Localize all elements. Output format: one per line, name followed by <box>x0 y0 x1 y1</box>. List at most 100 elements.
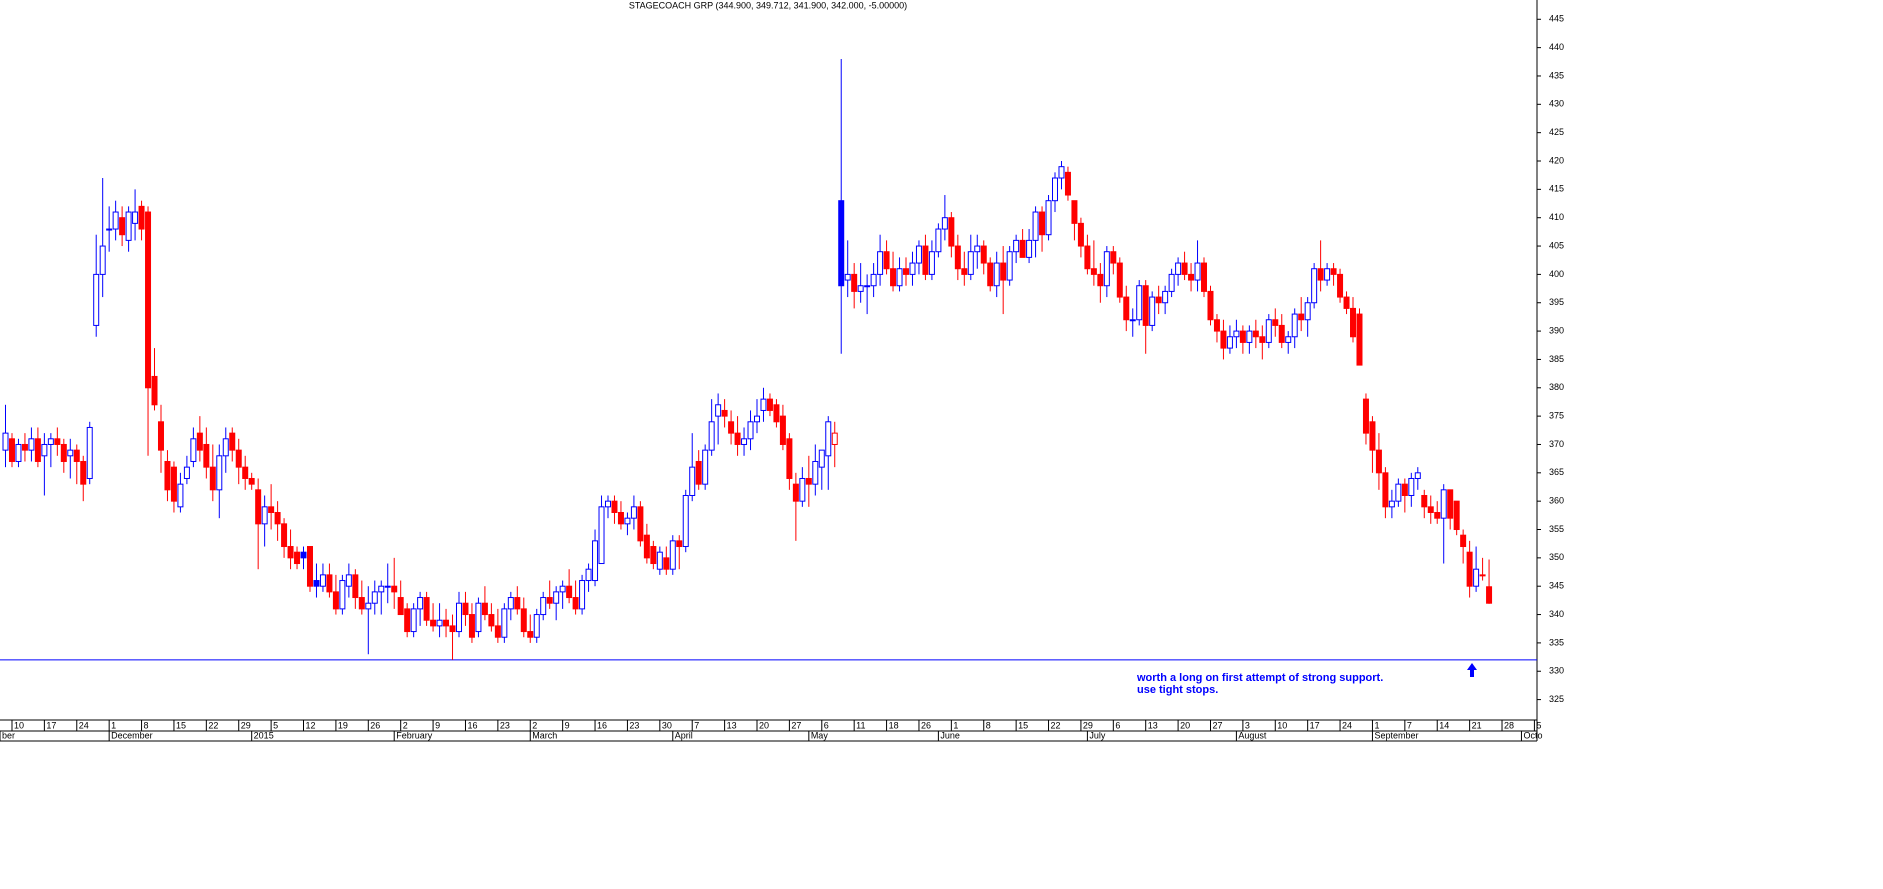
x-tick-label: 17 <box>1310 720 1320 730</box>
candle-body <box>1123 296 1130 321</box>
candle-body <box>533 614 540 638</box>
candle-body <box>514 597 521 610</box>
candle-body <box>410 608 417 633</box>
candle-body <box>799 477 806 502</box>
candle-body <box>1052 177 1059 202</box>
candle-body <box>1343 296 1350 309</box>
candle-body <box>676 540 683 548</box>
candle-body <box>15 443 22 462</box>
x-tick-label: 8 <box>986 720 991 730</box>
candle-body <box>73 449 80 462</box>
y-tick-label: 335 <box>1549 637 1564 647</box>
y-tick-label: 385 <box>1549 354 1564 364</box>
x-tick-label: 16 <box>597 720 607 730</box>
candle-body <box>326 574 333 593</box>
candle-body <box>747 421 754 440</box>
candle-body <box>488 614 495 627</box>
candle-body <box>112 211 119 230</box>
candle-body <box>21 443 28 451</box>
candle-body <box>384 585 391 588</box>
candle-body <box>274 512 281 525</box>
month-label: May <box>811 730 829 740</box>
candle-body <box>786 438 793 479</box>
candle-body <box>86 426 93 479</box>
candle-body <box>617 512 624 525</box>
candle-body <box>345 574 352 587</box>
candle-body <box>1356 313 1363 366</box>
y-tick-label: 420 <box>1549 155 1564 165</box>
candle-body <box>1045 200 1052 236</box>
candle-body <box>54 438 61 445</box>
candle-body <box>430 619 437 627</box>
candle-body <box>190 438 197 462</box>
candle-body <box>941 217 948 230</box>
candle-body <box>332 591 339 610</box>
candle-body <box>1252 330 1259 338</box>
candle-body <box>637 506 644 542</box>
x-tick-label: 19 <box>338 720 348 730</box>
x-tick-label: 9 <box>565 720 570 730</box>
month-label: September <box>1374 730 1418 740</box>
candle-body <box>766 398 773 411</box>
candle-body <box>397 597 404 616</box>
x-tick-label: 2 <box>403 720 408 730</box>
candle-body <box>857 285 864 292</box>
y-tick-label: 405 <box>1549 240 1564 250</box>
candle-body <box>527 631 534 638</box>
candle-body <box>779 415 786 445</box>
candle-body <box>248 477 255 485</box>
x-tick-label: 1 <box>1374 720 1379 730</box>
candle-body <box>682 494 689 548</box>
candle-body <box>702 449 709 485</box>
candle-body <box>138 205 145 230</box>
candle-body <box>468 614 475 638</box>
candle-body <box>1434 512 1441 519</box>
month-label: July <box>1089 730 1106 740</box>
candle-body <box>1311 268 1318 304</box>
candle-body <box>358 597 365 610</box>
candle-body <box>1291 313 1298 338</box>
candle-body <box>1097 273 1104 287</box>
candle-body <box>1421 494 1428 508</box>
candle-body <box>1039 211 1046 236</box>
candle-body <box>1272 319 1279 326</box>
y-tick-label: 350 <box>1549 552 1564 562</box>
candle-body <box>41 443 48 457</box>
candle-body <box>611 500 618 514</box>
candle-body <box>520 608 527 633</box>
candle-body <box>993 262 1000 287</box>
candle-body <box>1408 477 1415 496</box>
candle-body <box>1006 251 1013 281</box>
candle-body <box>805 477 812 485</box>
candle-body <box>1265 319 1272 343</box>
candle-body <box>436 619 443 627</box>
month-label: 2015 <box>254 730 274 740</box>
x-tick-label: 1 <box>111 720 116 730</box>
annotation: worth a long on first attempt of strong … <box>1136 672 1383 684</box>
candle-body <box>1259 336 1266 343</box>
x-tick-label: 1 <box>953 720 958 730</box>
candle-body <box>1090 268 1097 275</box>
candle-body <box>1285 336 1292 343</box>
candle-body <box>1129 319 1136 322</box>
y-tick-label: 445 <box>1549 14 1564 24</box>
candle-body <box>196 432 203 451</box>
y-tick-label: 400 <box>1549 269 1564 279</box>
candle-body <box>449 625 456 633</box>
candle-body <box>695 460 702 485</box>
candle-body <box>831 432 838 445</box>
x-tick-label: 5 <box>1536 720 1541 730</box>
candle-body <box>546 597 553 604</box>
candle-body <box>443 619 450 627</box>
candle-body <box>1304 302 1311 321</box>
candle-body <box>909 262 916 275</box>
y-tick-label: 370 <box>1549 439 1564 449</box>
candle-body <box>864 285 871 288</box>
candle-body <box>825 421 832 457</box>
candle-body <box>1181 262 1188 275</box>
candle-body <box>1239 330 1246 343</box>
candle-body <box>844 273 851 281</box>
candle-body <box>812 460 819 485</box>
